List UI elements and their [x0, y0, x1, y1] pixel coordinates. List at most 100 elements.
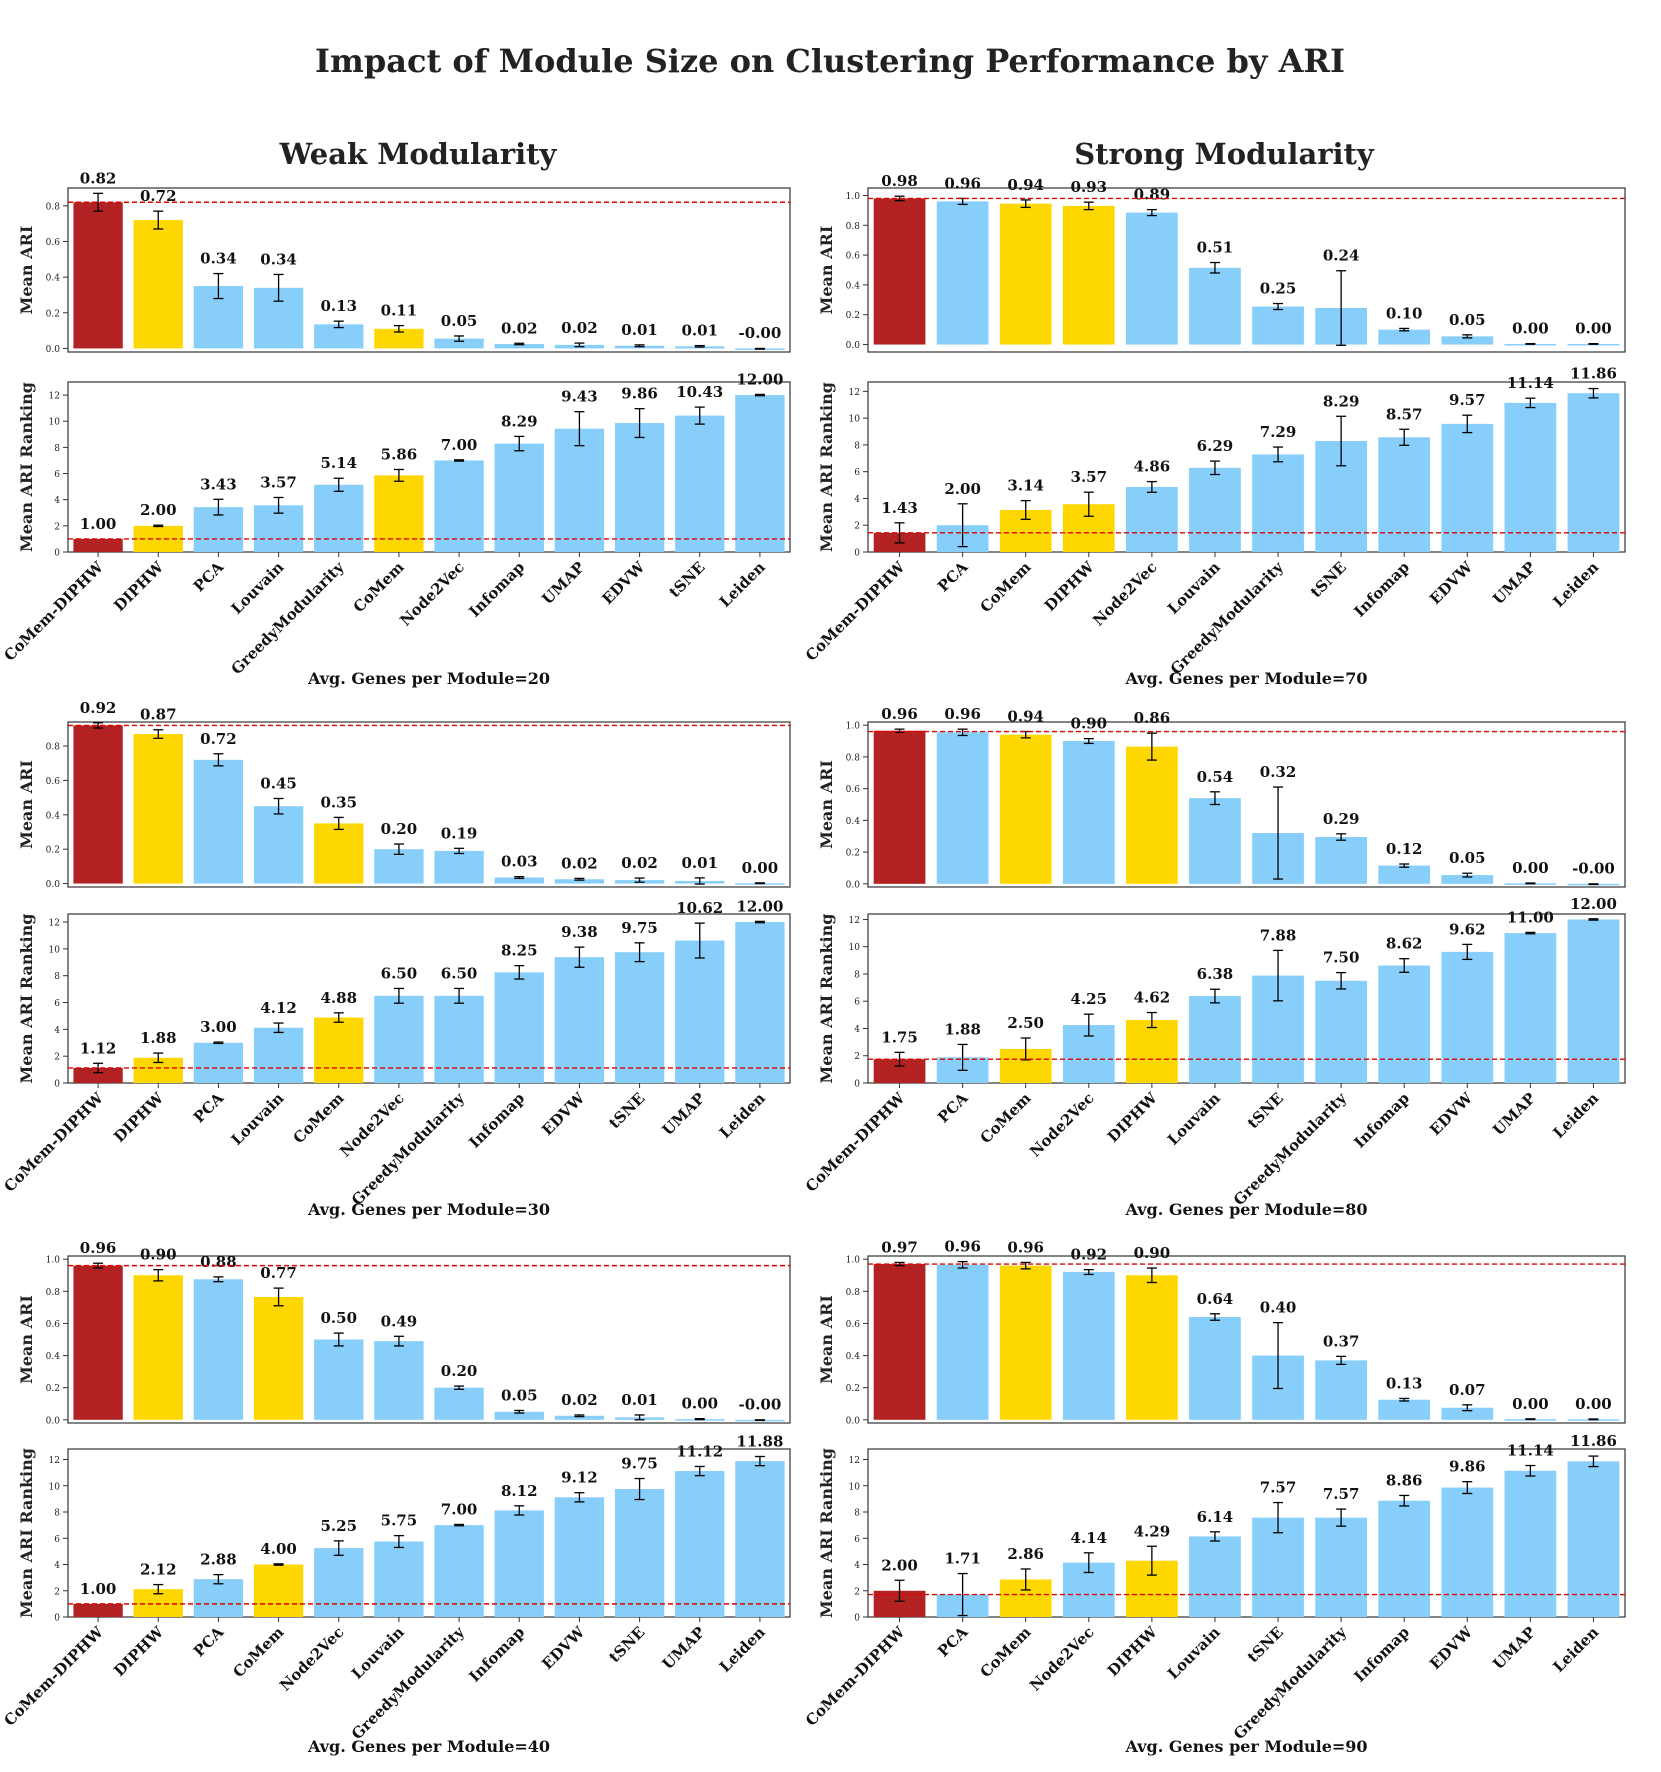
bar-pca — [193, 1579, 244, 1617]
data-label: 0.93 — [1071, 178, 1108, 196]
bar-greedymodularity — [434, 850, 484, 884]
bar-leiden — [735, 395, 785, 552]
x-axis-label: Avg. Genes per Module=20 — [307, 669, 550, 688]
data-label: 3.57 — [260, 473, 297, 491]
bar-greedymodularity — [1252, 306, 1304, 345]
bar-infomap — [494, 1411, 544, 1420]
data-label: 0.29 — [1323, 810, 1360, 828]
y-tick-label: 0 — [854, 549, 860, 559]
bar-louvain — [374, 1341, 424, 1420]
bar-pca — [193, 759, 244, 884]
data-label: 6.14 — [1197, 1508, 1234, 1526]
data-label: 9.57 — [1449, 391, 1486, 409]
x-tick-label: CoMem — [229, 1623, 287, 1681]
data-label: 0.32 — [1260, 763, 1297, 781]
data-label: 11.00 — [1507, 908, 1554, 926]
y-tick-label: 0.8 — [46, 1288, 61, 1298]
data-label: 0.00 — [1575, 1395, 1612, 1413]
y-tick-label: 0.0 — [46, 1416, 61, 1426]
panel-weak-30: 0.0 0.2 0.4 0.6 0.8 Mean ARI 0.92 0.87 0.72 0.45 0… — [0, 699, 791, 1219]
data-label: 10.43 — [676, 383, 723, 401]
data-label: 5.86 — [381, 445, 418, 463]
bar-umap — [1504, 1470, 1557, 1617]
bar-edvw — [554, 1497, 605, 1617]
axes-frame — [867, 721, 1626, 888]
x-tick-label: Infomap — [466, 1089, 529, 1152]
y-tick-label: 0.8 — [46, 202, 61, 212]
data-label: 0.96 — [881, 705, 918, 723]
x-tick-label: PCA — [934, 1089, 972, 1127]
bar-node2vec — [1062, 741, 1115, 884]
y-axis-label: Mean ARI — [817, 760, 836, 849]
x-tick-label: Louvain — [228, 1089, 288, 1149]
x-tick-label: DIPHW — [110, 557, 168, 615]
bar-leiden — [1567, 393, 1620, 552]
y-tick-label: 10 — [49, 1482, 61, 1492]
bar-infomap — [1378, 329, 1431, 345]
data-label: 4.00 — [260, 1540, 297, 1558]
x-tick-label: DIPHW — [1104, 1088, 1162, 1146]
y-tick-label: 4 — [54, 496, 60, 506]
data-label: 0.77 — [260, 1264, 297, 1282]
bar-edvw — [1441, 336, 1494, 345]
bar-umap — [1504, 933, 1557, 1083]
y-tick-label: 8 — [854, 1509, 860, 1519]
bar-node2vec — [1126, 212, 1178, 345]
data-label: 0.96 — [944, 705, 981, 723]
bar-leiden — [735, 922, 785, 1083]
x-tick-label: CoMem — [977, 1089, 1035, 1147]
x-tick-label: tSNE — [605, 1623, 648, 1666]
x-tick-label: DIPHW — [1041, 557, 1099, 615]
bar-greedymodularity — [1315, 837, 1367, 884]
y-tick-label: 0.6 — [846, 252, 861, 262]
data-label: 0.03 — [501, 853, 538, 871]
bar-diphw — [1126, 746, 1178, 884]
data-label: 11.86 — [1570, 1432, 1617, 1450]
data-label: 0.94 — [1007, 708, 1044, 726]
y-tick-label: 0.6 — [846, 1320, 861, 1330]
y-tick-label: 2 — [854, 1587, 860, 1597]
x-tick-label: Infomap — [466, 1623, 529, 1686]
axes-frame — [867, 913, 1626, 1084]
bar-comem-diphw — [73, 1265, 123, 1420]
data-label: 0.34 — [200, 250, 237, 268]
x-tick-label: CoMem — [290, 1089, 348, 1147]
data-label: 1.00 — [80, 1580, 117, 1598]
bar-comem — [253, 1564, 304, 1617]
bar-pca — [193, 1279, 244, 1420]
y-tick-label: 0.2 — [846, 849, 860, 859]
data-label: 12.00 — [1570, 895, 1617, 913]
bar-node2vec — [1126, 486, 1178, 552]
y-tick-label: 4 — [54, 1026, 60, 1036]
data-label: 3.43 — [200, 475, 237, 493]
y-tick-label: 12 — [849, 388, 860, 398]
x-tick-label: EDVW — [1426, 1622, 1477, 1673]
data-label: 7.50 — [1323, 949, 1360, 967]
data-label: 0.02 — [501, 319, 538, 337]
bar-umap — [675, 1471, 725, 1617]
bar-greedymodularity — [434, 1525, 484, 1617]
data-label: 0.01 — [681, 854, 718, 872]
x-tick-label: GreedyModularity — [228, 557, 349, 678]
data-label: 0.02 — [621, 854, 658, 872]
y-tick-label: 0.6 — [46, 777, 61, 787]
bar-infomap — [494, 443, 544, 552]
bar-comem-diphw — [73, 538, 123, 552]
data-label: 0.20 — [441, 1362, 478, 1380]
x-tick-label: CoMem-DIPHW — [0, 1088, 107, 1195]
data-label: 6.50 — [381, 964, 418, 982]
y-tick-label: 1.0 — [46, 1256, 61, 1266]
y-tick-label: 6 — [54, 1535, 60, 1545]
bar-infomap — [1378, 965, 1431, 1083]
bar-diphw — [133, 1275, 183, 1420]
y-tick-label: 6 — [854, 468, 860, 478]
x-tick-label: UMAP — [1489, 558, 1539, 608]
y-tick-label: 4 — [854, 495, 860, 505]
x-tick-label: CoMem — [977, 1623, 1035, 1681]
data-label: 12.00 — [736, 897, 783, 915]
bar-louvain — [374, 1541, 424, 1617]
data-label: 8.25 — [501, 942, 538, 960]
x-tick-label: UMAP — [1489, 1089, 1539, 1139]
x-tick-label: Node2Vec — [276, 1623, 348, 1695]
